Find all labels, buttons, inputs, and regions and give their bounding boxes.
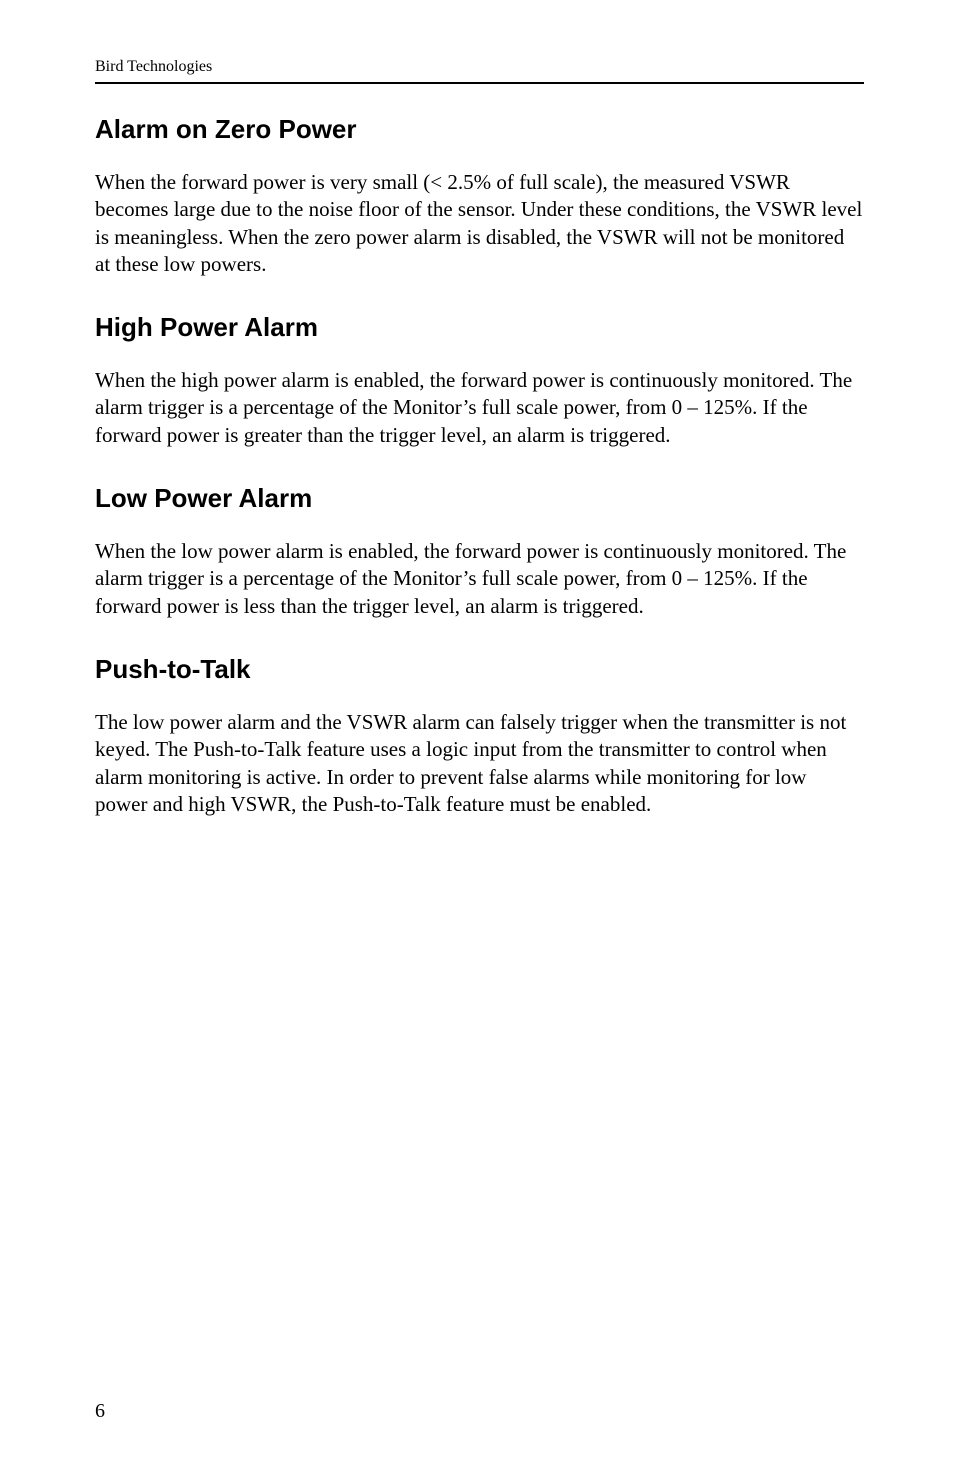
running-head: Bird Technologies	[95, 58, 864, 76]
header-rule	[95, 82, 864, 84]
section-heading: Alarm on Zero Power	[95, 114, 864, 145]
section-body: The low power alarm and the VSWR alarm c…	[95, 709, 864, 818]
page-number: 6	[95, 1400, 105, 1423]
section-heading: Low Power Alarm	[95, 483, 864, 514]
section-heading: High Power Alarm	[95, 312, 864, 343]
section-body: When the forward power is very small (< …	[95, 169, 864, 278]
section-heading: Push-to-Talk	[95, 654, 864, 685]
page: Bird Technologies Alarm on Zero Power Wh…	[0, 0, 954, 1475]
section-body: When the high power alarm is enabled, th…	[95, 367, 864, 449]
section-body: When the low power alarm is enabled, the…	[95, 538, 864, 620]
